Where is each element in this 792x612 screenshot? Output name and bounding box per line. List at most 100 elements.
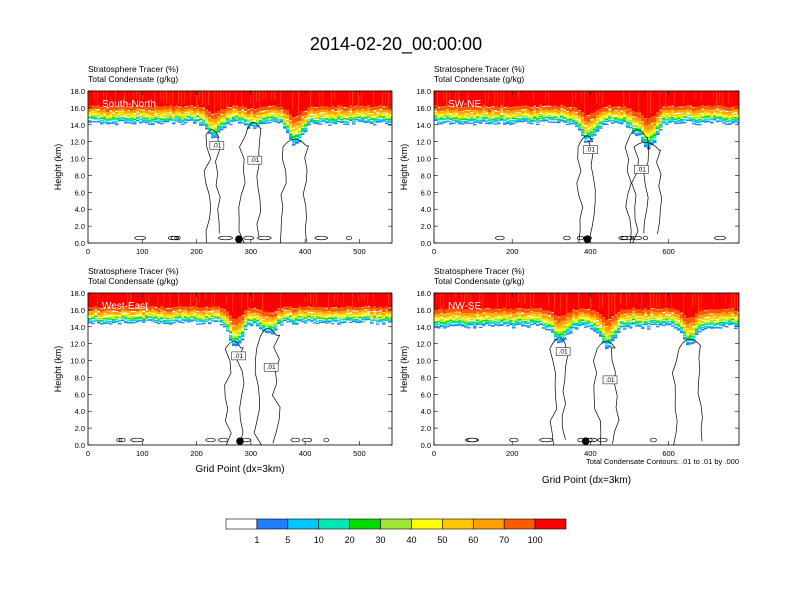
tracer-cell [497, 114, 501, 117]
tracer-cell [151, 310, 155, 313]
colorbar-label: 70 [499, 535, 509, 545]
tracer-cell [97, 316, 101, 318]
tracer-cell [94, 320, 98, 322]
tracer-cell [391, 311, 392, 313]
tracer-cell [599, 330, 603, 333]
tracer-cell [578, 128, 582, 130]
tracer-cell [154, 293, 158, 307]
tracer-cell [638, 325, 642, 327]
tracer-cell [524, 111, 528, 114]
tracer-cell [175, 293, 179, 307]
tracer-streak [226, 293, 228, 304]
tracer-cell [623, 110, 627, 113]
tracer-cell [142, 321, 146, 323]
tracer-cell [94, 91, 98, 106]
tracer-cell [491, 120, 495, 122]
tracer-cell [358, 310, 362, 313]
tracer-cell [160, 306, 164, 310]
tracer-cell [190, 320, 194, 322]
tracer-cell [205, 127, 209, 130]
tracer-cell [112, 122, 116, 124]
tracer-cell [539, 114, 543, 116]
tracer-cell [737, 91, 739, 107]
tracer-cell [217, 119, 221, 122]
tracer-cell [674, 326, 678, 329]
tracer-cell [557, 335, 561, 338]
tracer-cell [626, 115, 630, 118]
tracer-cell [181, 116, 185, 118]
condensate-contours [134, 122, 352, 243]
tracer-cell [467, 309, 471, 314]
tracer-cell [94, 293, 98, 307]
tracer-cell [665, 114, 669, 117]
tracer-cell [148, 306, 152, 310]
tracer-cell [262, 91, 266, 107]
tracer-cell [635, 321, 639, 323]
tracer-cell [632, 128, 636, 131]
tracer-cell [361, 313, 365, 315]
tracer-cell [118, 308, 122, 312]
tracer-cell [253, 320, 257, 322]
tracer-cell [274, 119, 278, 121]
tracer-cell [512, 316, 516, 319]
tracer-cell [184, 112, 188, 115]
tracer-cell [608, 341, 612, 345]
tracer-streak [674, 91, 676, 105]
tracer-cell [506, 312, 510, 316]
tracer-cell [187, 313, 191, 316]
tracer-cell [584, 319, 588, 322]
tracer-cell [737, 320, 739, 322]
tracer-cell [599, 328, 603, 331]
y-tick-label: 0.0 [75, 239, 85, 248]
tracer-cell [533, 116, 537, 118]
tracer-cell [725, 118, 729, 120]
tracer-cell [485, 315, 489, 318]
tracer-cell [169, 110, 173, 113]
tracer-cell [388, 319, 392, 322]
tracer-cell [319, 113, 323, 116]
tracer-cell [139, 309, 143, 312]
tracer-cell [524, 91, 528, 106]
tracer-cell [698, 293, 702, 312]
tracer-cell [692, 107, 696, 112]
tracer-cell [124, 317, 128, 319]
tracer-cell [97, 307, 101, 311]
tracer-cell [352, 306, 356, 311]
tracer-cell [578, 122, 582, 125]
tracer-cell [641, 136, 645, 139]
tracer-streak [629, 293, 631, 303]
tracer-cell [175, 91, 179, 106]
tracer-streak [172, 91, 174, 109]
tracer-cell [626, 325, 630, 328]
colorbar-swatch [256, 518, 289, 530]
tracer-cell [298, 115, 302, 122]
tracer-cell [190, 111, 194, 114]
tracer-cell [148, 319, 152, 321]
tracer-cell [668, 311, 672, 315]
tracer-cell [476, 121, 480, 123]
tracer-cell [545, 91, 549, 106]
tracer-cell [617, 116, 621, 119]
tracer-cell [575, 319, 579, 322]
tracer-cell [301, 130, 305, 133]
tracer-cell [307, 123, 311, 126]
tracer-cell [181, 119, 185, 121]
y-tick-label: 14.0 [416, 323, 431, 332]
tracer-cell [226, 118, 230, 120]
tracer-cell [310, 109, 314, 112]
tracer-cell [184, 293, 188, 307]
tracer-cell [379, 91, 383, 106]
tracer-cell [106, 293, 110, 308]
tracer-cell [530, 311, 534, 315]
tracer-cell [106, 122, 110, 125]
tracer-cell [265, 324, 269, 327]
tracer-cell [88, 114, 92, 117]
tracer-cell [509, 293, 513, 309]
tracer-cell [695, 322, 699, 325]
tracer-cell [154, 313, 158, 315]
tracer-cell [590, 125, 594, 129]
tracer-cell [325, 308, 329, 313]
x-tick-label: 200 [190, 247, 203, 256]
tracer-cell [728, 321, 732, 323]
tracer-cell [343, 318, 347, 320]
